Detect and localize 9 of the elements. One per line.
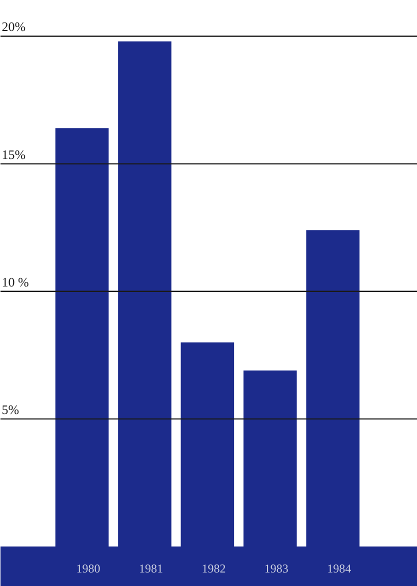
y-tick-label: 5% [2, 402, 20, 417]
y-tick-label: 10 % [2, 274, 30, 290]
x-tick-label: 1980 [76, 562, 100, 576]
y-tick-label: 20% [2, 19, 26, 34]
x-tick-label: 1983 [264, 562, 288, 576]
x-tick-label: 1981 [138, 562, 163, 576]
y-tick-label: 15% [2, 146, 26, 162]
x-tick-label: 1984 [327, 562, 352, 576]
x-tick-label: 1982 [202, 562, 226, 576]
